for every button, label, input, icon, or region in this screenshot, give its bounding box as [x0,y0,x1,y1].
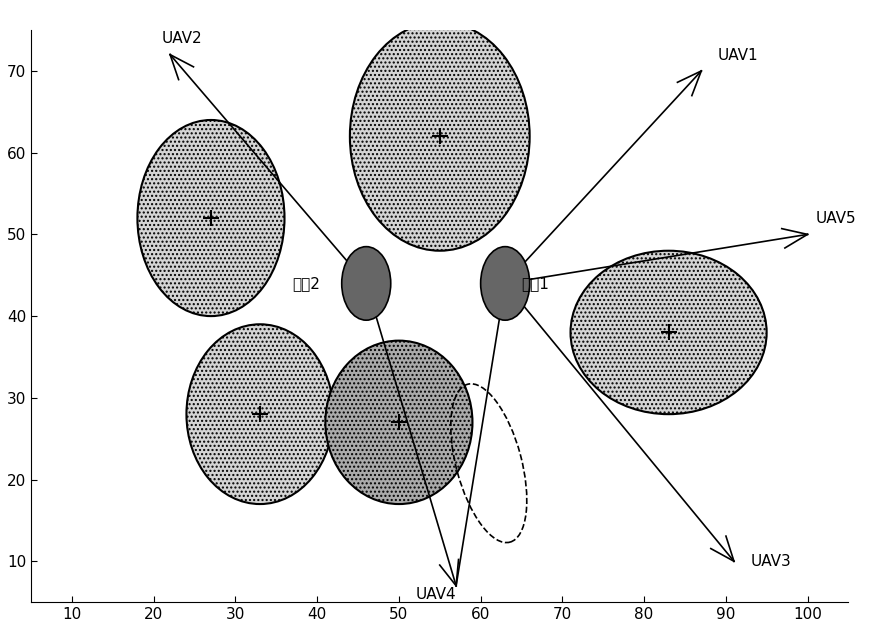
Ellipse shape [187,324,334,504]
Ellipse shape [342,247,391,320]
Text: UAV5: UAV5 [816,212,856,226]
Ellipse shape [350,22,530,251]
Text: 目朇1: 目朇1 [521,276,549,291]
Ellipse shape [481,247,530,320]
Ellipse shape [325,340,473,504]
Text: UAV4: UAV4 [415,587,456,602]
Text: UAV1: UAV1 [718,48,759,63]
Ellipse shape [571,251,766,414]
Ellipse shape [137,120,284,316]
Text: 目朇2: 目朇2 [293,276,321,291]
Text: UAV3: UAV3 [750,554,791,569]
Text: UAV2: UAV2 [162,31,202,46]
